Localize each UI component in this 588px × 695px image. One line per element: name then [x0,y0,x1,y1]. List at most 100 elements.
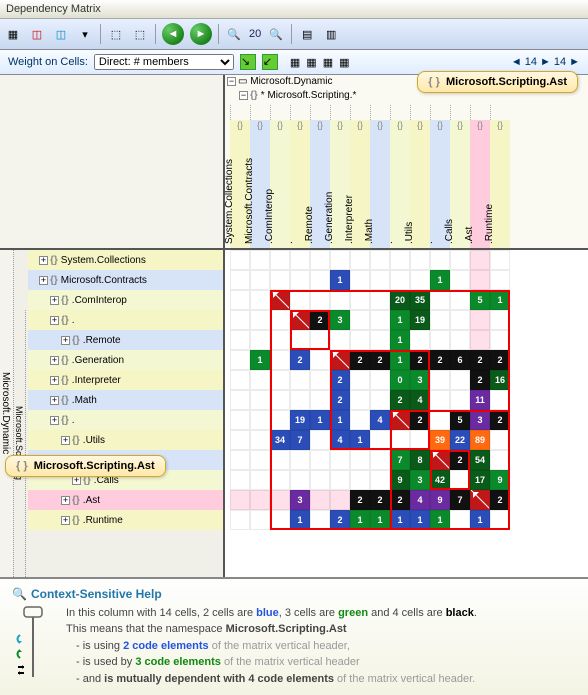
matrix-cell[interactable]: 2 [350,350,370,370]
matrix-cell[interactable]: 1 [390,330,410,350]
matrix-cell[interactable] [250,450,270,470]
matrix-cell[interactable] [310,470,330,490]
matrix-cell[interactable]: 2 [310,310,330,330]
matrix-cell[interactable] [390,410,410,430]
matrix-cell[interactable] [330,490,350,510]
matrix-cell[interactable]: 2 [410,410,430,430]
matrix-cell[interactable]: 8 [410,450,430,470]
matrix-cell[interactable] [490,430,510,450]
matrix-cell[interactable] [350,450,370,470]
matrix-cell[interactable] [250,310,270,330]
matrix-cell[interactable]: 42 [430,470,450,490]
matrix-cell[interactable] [290,290,310,310]
matrix-cell[interactable] [410,250,430,270]
matrix-cell[interactable] [250,510,270,530]
filter-btn-4[interactable]: ▦ [306,56,316,69]
matrix-cell[interactable] [270,330,290,350]
matrix-cell[interactable]: 1 [370,510,390,530]
matrix-cell[interactable] [430,390,450,410]
matrix-cell[interactable] [250,250,270,270]
matrix-cell[interactable]: 2 [330,510,350,530]
matrix-cell[interactable]: 5 [470,290,490,310]
matrix-cell[interactable] [250,470,270,490]
matrix-cell[interactable] [270,310,290,330]
matrix-cell[interactable] [250,390,270,410]
matrix-cell[interactable] [230,470,250,490]
matrix-cell[interactable]: 4 [410,490,430,510]
matrix-cell[interactable]: 1 [430,270,450,290]
matrix-cell[interactable]: 19 [410,310,430,330]
matrix-cell[interactable] [350,330,370,350]
row-header[interactable]: +{}. [28,310,223,330]
matrix-cell[interactable] [490,310,510,330]
matrix-cell[interactable]: 1 [250,350,270,370]
matrix-cell[interactable]: 9 [430,490,450,510]
matrix-cell[interactable] [250,410,270,430]
expand-icon[interactable]: + [50,316,59,325]
dropdown-icon[interactable]: ▾ [76,25,94,43]
matrix-cell[interactable] [430,450,450,470]
matrix-cell[interactable]: 2 [390,490,410,510]
matrix-cell[interactable]: 2 [290,350,310,370]
matrix-cell[interactable] [310,330,330,350]
matrix-cell[interactable] [310,250,330,270]
matrix-cell[interactable] [430,290,450,310]
matrix-cell[interactable]: 1 [350,510,370,530]
matrix-cell[interactable] [350,410,370,430]
matrix-cell[interactable] [270,510,290,530]
matrix-cell[interactable]: 2 [470,370,490,390]
matrix-cell[interactable] [310,370,330,390]
matrix-cell[interactable]: 2 [470,350,490,370]
matrix-cell[interactable] [230,270,250,290]
matrix-cell[interactable]: 5 [450,410,470,430]
matrix-cell[interactable]: 2 [370,490,390,510]
matrix-cell[interactable] [470,310,490,330]
matrix-cell[interactable]: 0 [390,370,410,390]
matrix-cell[interactable] [450,310,470,330]
matrix-cell[interactable]: 19 [290,410,310,430]
matrix-cell[interactable]: 11 [470,390,490,410]
matrix-cell[interactable] [230,310,250,330]
matrix-cell[interactable] [330,450,350,470]
matrix-cell[interactable] [490,250,510,270]
column-strip[interactable]: {}.Utils [410,120,430,248]
matrix-cell[interactable] [270,250,290,270]
matrix-cell[interactable]: 4 [330,430,350,450]
matrix-cell[interactable] [410,330,430,350]
column-strip[interactable]: {}.Math [370,120,390,248]
weight-select[interactable]: Direct: # members [94,54,234,70]
matrix-cell[interactable] [230,390,250,410]
matrix-cell[interactable] [230,370,250,390]
matrix-cell[interactable]: 4 [410,390,430,410]
expand-icon[interactable]: + [61,436,70,445]
matrix-cell[interactable] [370,330,390,350]
matrix-cell[interactable]: 3 [410,470,430,490]
matrix-cell[interactable] [310,390,330,410]
matrix-cell[interactable] [430,370,450,390]
matrix-cell[interactable]: 9 [390,470,410,490]
matrix-cell[interactable] [390,250,410,270]
matrix-cell[interactable] [330,330,350,350]
filter-btn-2[interactable]: ↙ [262,54,278,70]
matrix-cell[interactable]: 3 [470,410,490,430]
matrix-cell[interactable] [250,370,270,390]
collapse-icon[interactable]: − [239,91,248,100]
matrix-cell[interactable] [370,250,390,270]
filter-btn-5[interactable]: ▦ [323,56,333,69]
matrix-cell[interactable] [230,250,250,270]
matrix-cell[interactable]: 16 [490,370,510,390]
matrix-cell[interactable] [450,270,470,290]
matrix-cell[interactable] [350,370,370,390]
matrix-icon[interactable]: ▦ [4,25,22,43]
matrix-cell[interactable] [470,490,490,510]
matrix-cell[interactable] [310,490,330,510]
matrix-cell[interactable] [270,490,290,510]
zoom-in-icon[interactable]: 🔍 [225,25,243,43]
matrix-cell[interactable]: 1 [310,410,330,430]
row-header[interactable]: +{}.Utils [28,430,223,450]
matrix-cell[interactable] [450,330,470,350]
matrix-cell[interactable]: 2 [490,410,510,430]
expand-icon[interactable]: + [50,396,59,405]
matrix-cell[interactable] [270,290,290,310]
col-tree-sub[interactable]: −{}* Microsoft.Scripting.* [239,90,356,101]
